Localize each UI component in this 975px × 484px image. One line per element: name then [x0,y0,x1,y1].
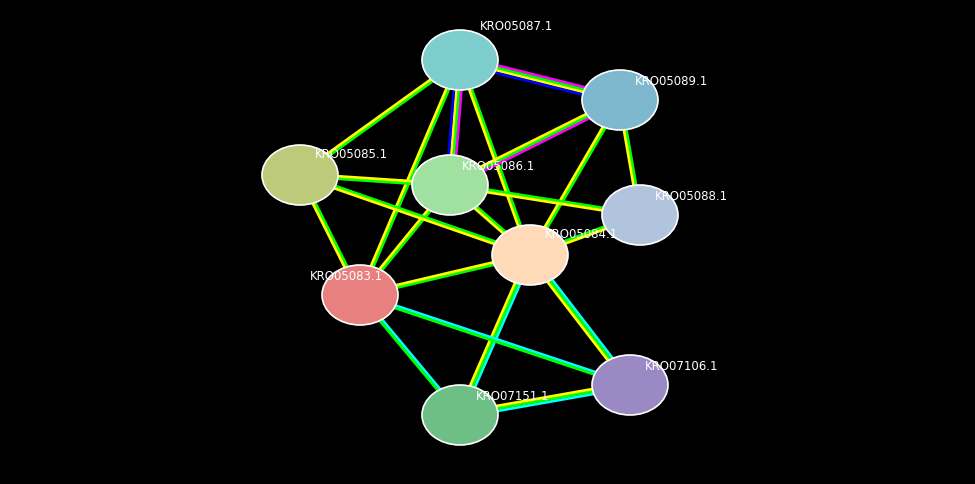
Ellipse shape [422,385,498,445]
Ellipse shape [422,30,498,90]
Ellipse shape [602,185,678,245]
Ellipse shape [412,155,488,215]
Text: KRO05084.1: KRO05084.1 [545,228,618,241]
Ellipse shape [582,70,658,130]
Text: KRO05087.1: KRO05087.1 [480,20,553,33]
Ellipse shape [492,225,568,285]
Text: KRO05083.1: KRO05083.1 [310,270,383,283]
Text: KRO05086.1: KRO05086.1 [462,160,535,173]
Text: KRO05088.1: KRO05088.1 [655,190,728,203]
Text: KRO05089.1: KRO05089.1 [635,75,708,88]
Text: KRO05085.1: KRO05085.1 [315,148,388,161]
Ellipse shape [592,355,668,415]
Ellipse shape [322,265,398,325]
Ellipse shape [262,145,338,205]
Text: KRO07151.1: KRO07151.1 [476,390,550,403]
Text: KRO07106.1: KRO07106.1 [645,360,719,373]
